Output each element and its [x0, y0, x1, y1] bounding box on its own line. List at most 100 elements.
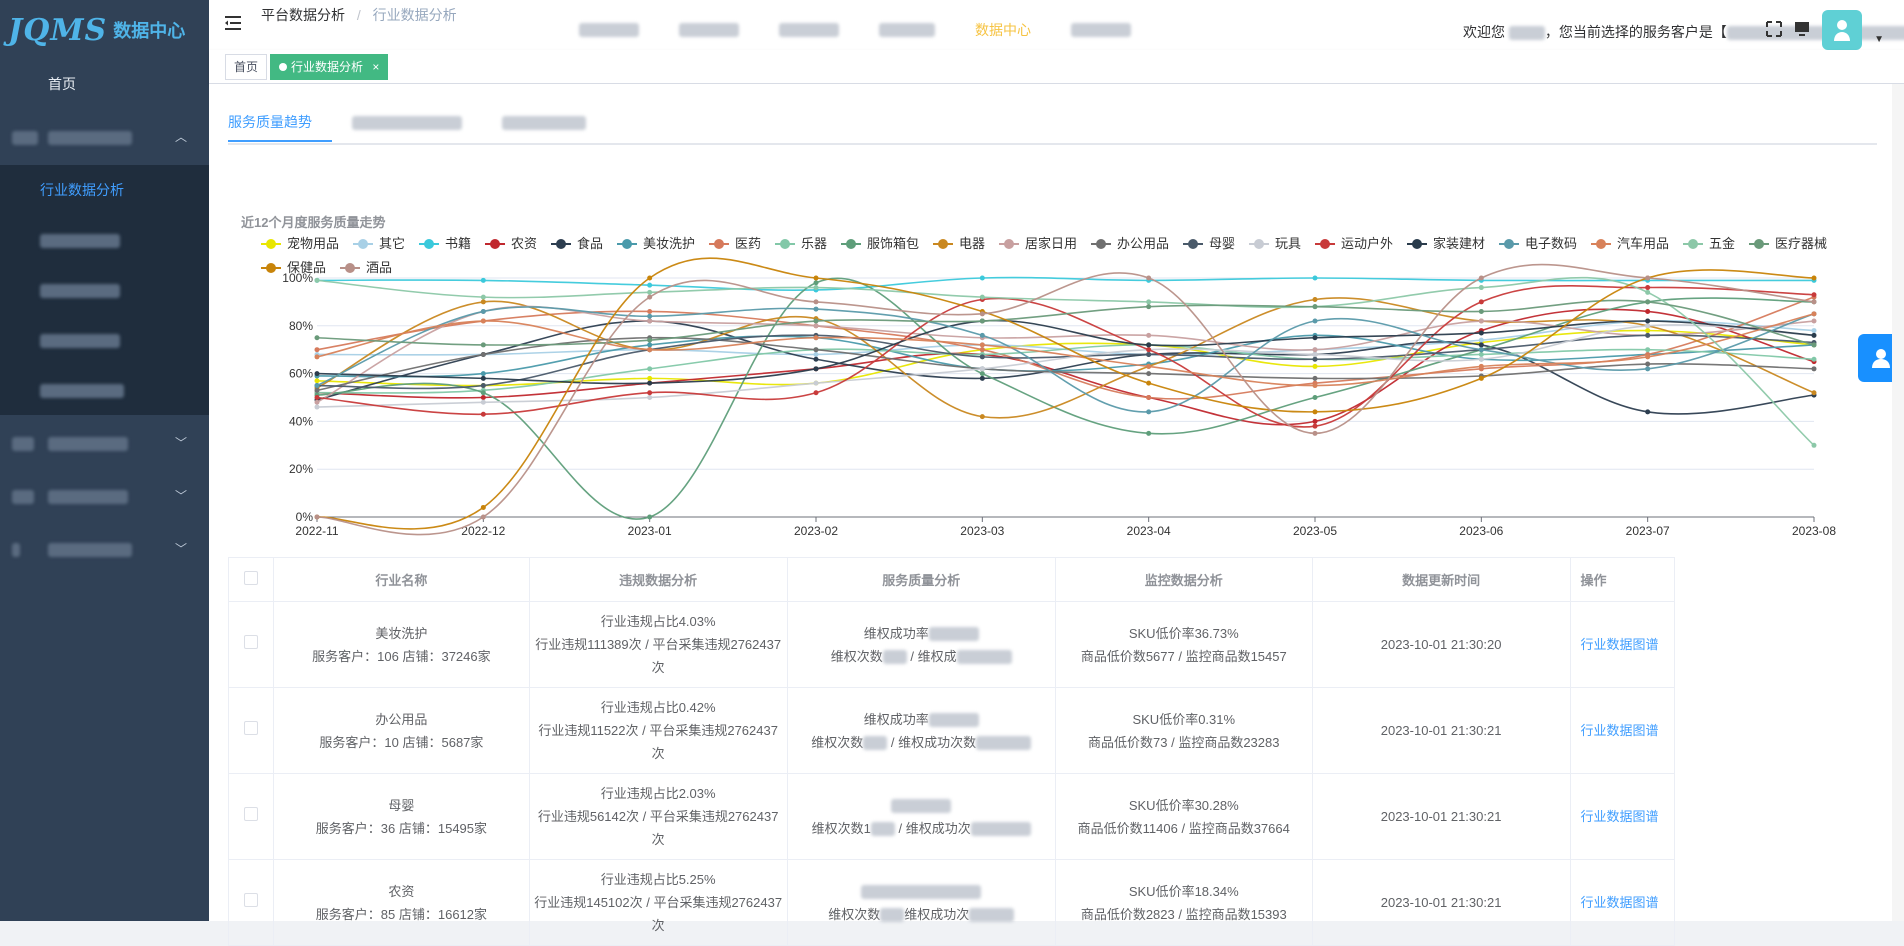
caret-down-icon[interactable]: ▼ — [1874, 34, 1884, 45]
screen-icon[interactable] — [1794, 21, 1810, 40]
select-all-checkbox[interactable] — [244, 571, 258, 585]
sidebar-subitem[interactable] — [0, 365, 209, 415]
data-point — [1812, 328, 1817, 333]
quality-line1: 维权成功率 — [792, 708, 1051, 731]
legend-marker — [1004, 239, 1014, 249]
data-point — [980, 347, 985, 352]
row-checkbox[interactable] — [244, 721, 258, 735]
data-point — [647, 381, 652, 386]
data-point — [1146, 409, 1151, 414]
legend-label: 酒品 — [366, 260, 392, 275]
welcome-mid: ，您当前选择的服务客户是 — [1545, 24, 1713, 40]
sidebar-group-3[interactable]: ﹀ — [0, 471, 209, 521]
tab-3[interactable] — [482, 102, 606, 142]
data-point — [1645, 354, 1650, 359]
sidebar-item-home[interactable]: 首页 — [0, 59, 209, 109]
data-point — [814, 347, 819, 352]
top-nav-item[interactable] — [879, 23, 935, 37]
breadcrumb-root[interactable]: 平台数据分析 — [261, 7, 345, 23]
data-point — [1146, 347, 1151, 352]
data-point — [647, 342, 652, 347]
row-checkbox[interactable] — [244, 893, 258, 907]
data-point — [1313, 297, 1318, 302]
tab-service-quality[interactable]: 服务质量趋势 — [228, 102, 332, 142]
tags-view: 首页 行业数据分析 × — [209, 50, 1904, 84]
violation-cell: 行业违规占比0.42%行业违规11522次 / 平台采集违规2762437次 — [529, 688, 787, 774]
data-point — [1645, 290, 1650, 295]
update-time: 2023-10-01 21:30:21 — [1381, 723, 1502, 738]
x-tick-label: 2023-01 — [628, 524, 672, 538]
monitor-cell: SKU低价率30.28%商品低价数11406 / 监控商品数37664 — [1055, 774, 1312, 860]
data-point — [481, 515, 486, 520]
avatar[interactable] — [1822, 10, 1862, 50]
industry-graph-link[interactable]: 行业数据图谱 — [1581, 809, 1659, 824]
data-point — [980, 276, 985, 281]
vertical-scrollbar[interactable] — [1892, 84, 1904, 921]
row-checkbox[interactable] — [244, 635, 258, 649]
legend-marker — [345, 263, 355, 273]
data-point — [647, 314, 652, 319]
legend-marker — [1096, 239, 1106, 249]
data-point — [1313, 276, 1318, 281]
top-nav-item[interactable] — [1071, 23, 1131, 37]
data-point — [980, 376, 985, 381]
top-header: 平台数据分析 / 行业数据分析 数据中心 欢迎您 ，您当前选择的服务客户是【】！… — [209, 0, 1904, 50]
quality-count-label: 维权次数 — [811, 735, 863, 750]
fullscreen-icon[interactable] — [1766, 21, 1782, 40]
row-checkbox[interactable] — [244, 807, 258, 821]
x-tick-label: 2022-11 — [295, 524, 338, 538]
series-line — [317, 307, 1814, 412]
industry-graph-link[interactable]: 行业数据图谱 — [1581, 723, 1659, 738]
sidebar-group-4[interactable]: ﹀ — [0, 521, 209, 577]
sidebar-subitem[interactable] — [0, 215, 209, 265]
update-time-cell: 2023-10-01 21:30:21 — [1312, 774, 1570, 860]
data-point — [1146, 371, 1151, 376]
data-point — [814, 352, 819, 357]
data-point — [1146, 342, 1151, 347]
data-point — [647, 390, 652, 395]
data-point — [1313, 319, 1318, 324]
data-point — [814, 390, 819, 395]
logo: JQMS 数据中心 — [0, 0, 209, 60]
data-point — [1645, 285, 1650, 290]
sidebar-group-2[interactable]: ﹀ — [0, 415, 209, 471]
data-point — [980, 319, 985, 324]
tag-active[interactable]: 行业数据分析 × — [270, 54, 388, 80]
tab-2[interactable] — [332, 102, 482, 142]
data-point — [1479, 347, 1484, 352]
tag-close-icon[interactable]: × — [372, 60, 379, 74]
violation-cell: 行业违规占比5.25%行业违规145102次 / 平台采集违规2762437次 — [529, 860, 787, 946]
data-point — [980, 342, 985, 347]
sidebar-subitem[interactable] — [0, 265, 209, 315]
top-nav-item[interactable] — [679, 23, 739, 37]
industry-table: 行业名称 违规数据分析 服务质量分析 监控数据分析 数据更新时间 操作 美妆洗护… — [228, 557, 1675, 946]
data-point — [1479, 319, 1484, 324]
quality-count-label: 维权次数1 — [812, 821, 871, 836]
y-tick-label: 0% — [296, 510, 314, 524]
industry-graph-link[interactable]: 行业数据图谱 — [1581, 637, 1659, 652]
top-nav-item[interactable] — [579, 23, 639, 37]
top-nav-data-center[interactable]: 数据中心 — [975, 20, 1031, 40]
violation-detail: 行业违规145102次 / 平台采集违规2762437次 — [534, 891, 783, 937]
data-point — [481, 342, 486, 347]
y-tick-label: 60% — [289, 367, 313, 381]
hamburger-icon[interactable] — [225, 14, 245, 37]
industry-graph-link[interactable]: 行业数据图谱 — [1581, 895, 1659, 910]
tag-home[interactable]: 首页 — [225, 54, 267, 80]
legend-marker — [1754, 239, 1764, 249]
col-header: 违规数据分析 — [529, 558, 787, 602]
legend-marker — [266, 263, 276, 273]
action-cell: 行业数据图谱 — [1570, 774, 1674, 860]
data-point — [1812, 319, 1817, 324]
data-point — [647, 376, 652, 381]
data-point — [1313, 376, 1318, 381]
legend-label: 家装建材 — [1433, 236, 1485, 251]
top-nav-item[interactable] — [779, 23, 839, 37]
y-tick-label: 40% — [289, 414, 313, 428]
data-point — [647, 309, 652, 314]
legend-marker — [1188, 239, 1198, 249]
sidebar-subitem[interactable] — [0, 315, 209, 365]
sidebar-group-1[interactable]: ︿ — [0, 109, 209, 165]
quality-count-label: 维权次数 — [831, 649, 883, 664]
sidebar-item-industry-analysis[interactable]: 行业数据分析 — [0, 165, 209, 215]
